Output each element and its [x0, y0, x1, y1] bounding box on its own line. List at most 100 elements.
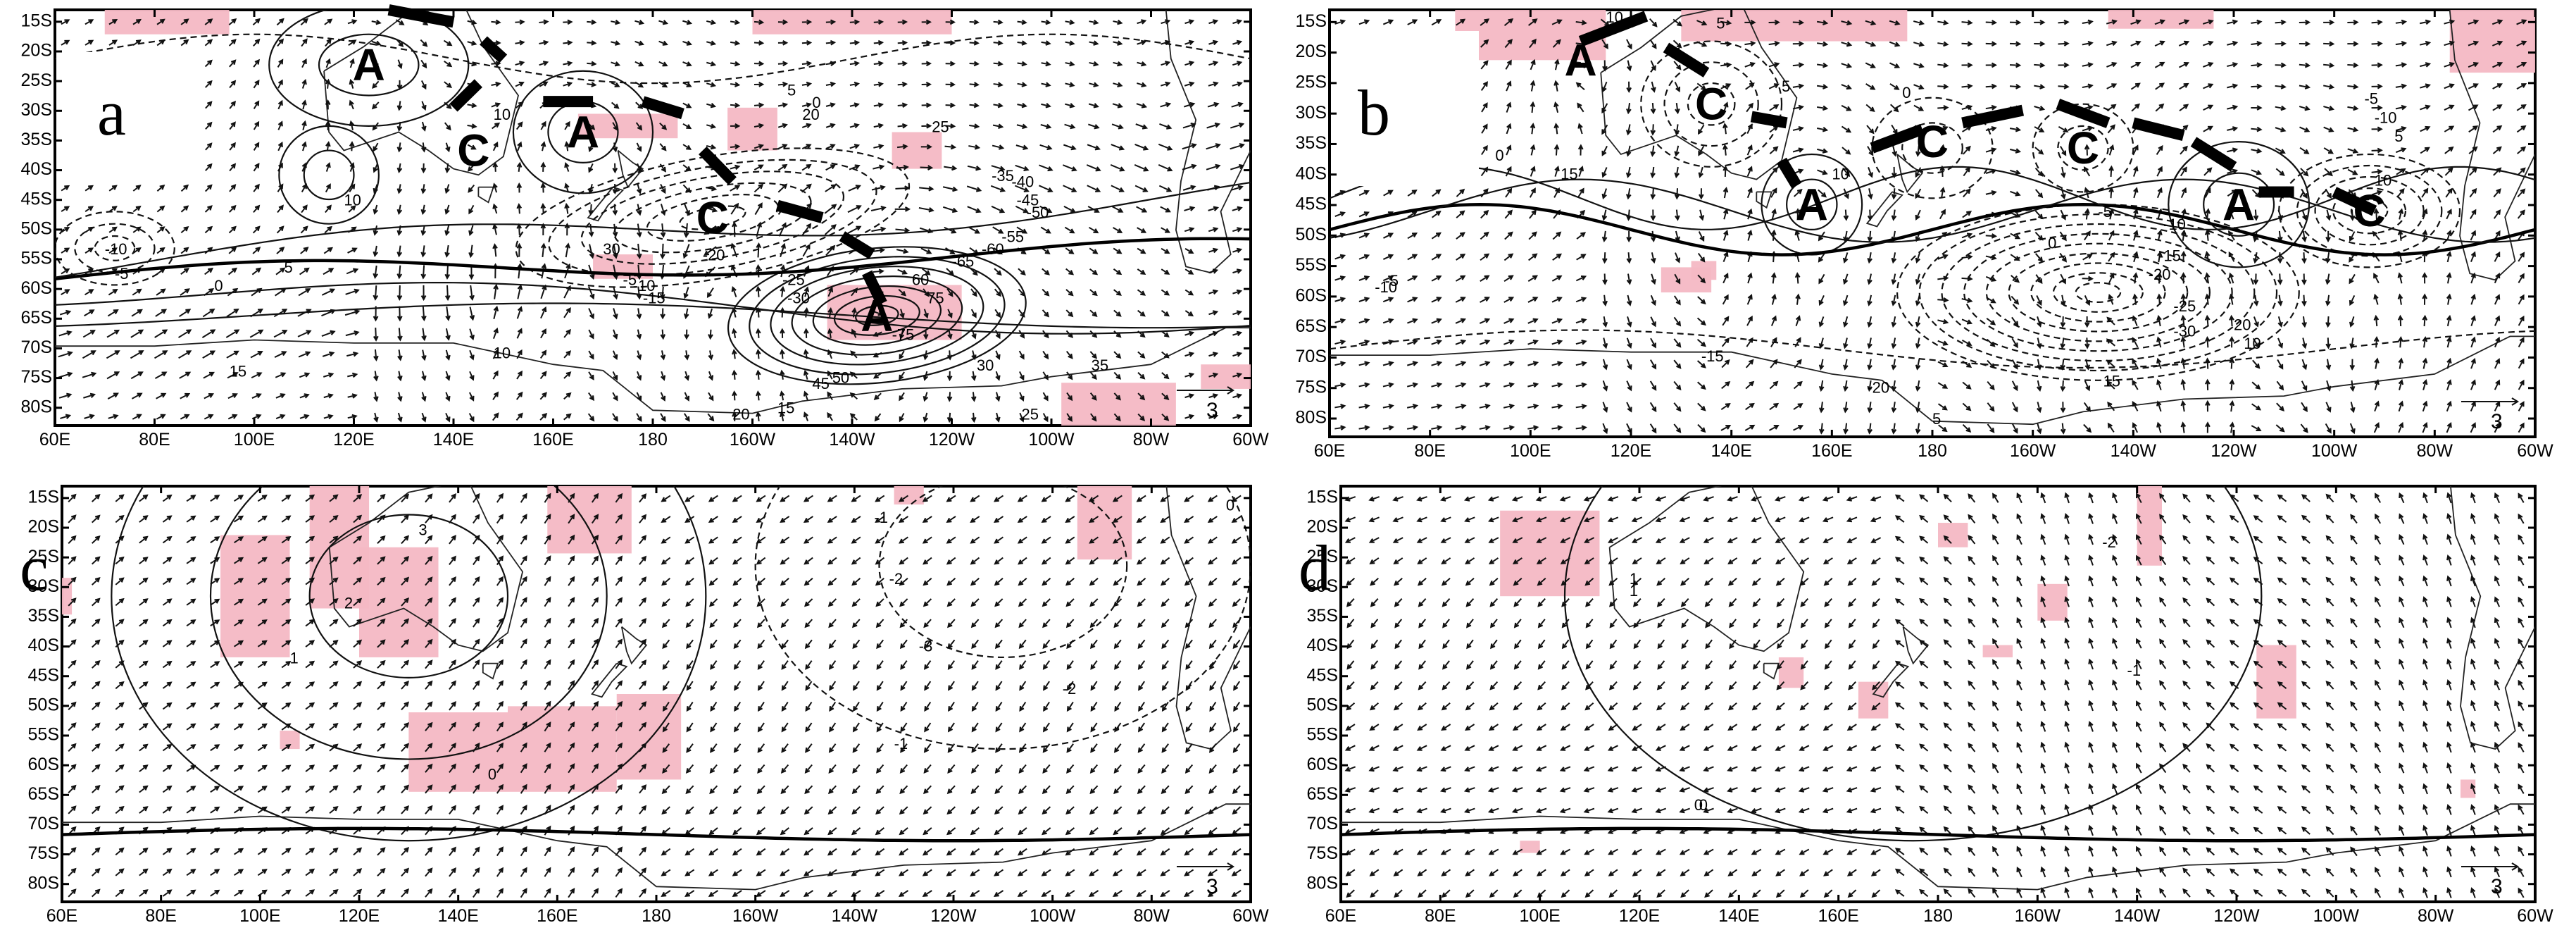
wind-vector: [2202, 20, 2213, 25]
wind-vector-head: [2014, 277, 2020, 283]
wind-vector: [1722, 273, 1728, 284]
wind-vector-head: [542, 61, 549, 66]
wind-vector-head: [70, 722, 77, 728]
latitude-label: 15S: [21, 11, 52, 30]
contour-label: -25: [2173, 297, 2196, 315]
wind-vector-head: [356, 805, 363, 812]
wind-vector: [154, 371, 167, 379]
wind-vector-head: [2015, 20, 2022, 25]
wind-vector-head: [214, 848, 220, 853]
wind-vector-head: [2520, 146, 2527, 152]
wind-vector-head: [206, 101, 213, 107]
wind-vector: [1868, 423, 1872, 433]
wind-vector: [115, 786, 124, 793]
wind-vector-head: [1943, 62, 1949, 68]
wind-vector-head: [1725, 424, 1732, 430]
wind-vector: [92, 889, 100, 898]
wind-vector-head: [2302, 407, 2308, 413]
wind-vector-head: [591, 82, 597, 87]
contour-label: 5: [787, 81, 796, 99]
wind-vector-head: [1189, 101, 1196, 108]
wind-vector: [377, 785, 385, 793]
wind-vector: [2518, 402, 2525, 411]
wind-vector-head: [758, 123, 765, 129]
wind-vector-head: [373, 146, 378, 152]
wind-vector: [2395, 127, 2406, 132]
wind-vector: [401, 868, 409, 877]
wind-vector-head: [142, 577, 149, 583]
wind-vector: [162, 619, 172, 627]
wind-vector: [2010, 190, 2020, 196]
wind-vector-head: [1650, 215, 1656, 221]
track-segment: [387, 4, 455, 28]
wind-vector: [1206, 123, 1220, 129]
wind-vector-head: [1484, 361, 1491, 366]
wind-vector-head: [285, 889, 292, 895]
wind-vector-head: [1093, 61, 1099, 67]
wind-vector-head: [166, 640, 173, 645]
wind-vector: [323, 268, 333, 275]
wind-vector: [637, 308, 641, 318]
contour-label: 0: [812, 94, 820, 111]
wind-vector: [2130, 20, 2141, 25]
wind-vector-head: [373, 295, 379, 301]
wind-vector-head: [2470, 357, 2476, 364]
wind-vector-head: [1701, 42, 1708, 47]
wind-vector: [707, 287, 714, 297]
wind-vector-head: [2353, 127, 2359, 132]
wind-vector-head: [1021, 82, 1027, 87]
wind-vector: [321, 288, 334, 296]
wind-vector: [1603, 273, 1606, 284]
wind-vector: [1528, 254, 1537, 261]
wind-vector-head: [974, 123, 980, 129]
wind-vector: [1184, 206, 1194, 211]
wind-vector: [1455, 426, 1465, 430]
wind-vector-head: [1388, 275, 1394, 281]
wind-vector: [1480, 82, 1488, 92]
wind-vector: [2082, 85, 2092, 89]
wind-vector-head: [1094, 124, 1100, 130]
longitude-label: 80E: [139, 430, 170, 450]
wind-vector-head: [1891, 215, 1897, 221]
wind-vector: [154, 350, 167, 359]
wind-vector-head: [1625, 172, 1632, 179]
wind-vector: [1358, 426, 1369, 430]
longitude-label: 120W: [2211, 441, 2257, 461]
wind-vector: [398, 265, 401, 278]
wind-vector-head: [166, 743, 173, 750]
wind-vector-head: [591, 61, 597, 67]
contour-label: -20: [1867, 379, 1889, 397]
wind-vector-head: [2037, 299, 2042, 306]
wind-vector: [329, 869, 338, 876]
wind-vector: [2251, 85, 2261, 88]
wind-vector: [1941, 145, 1944, 156]
wind-vector-head: [94, 764, 101, 770]
wind-vector-head: [806, 19, 813, 25]
wind-vector: [68, 723, 76, 731]
wind-vector-head: [1627, 407, 1632, 413]
wind-vector-head: [734, 144, 741, 150]
wind-vector: [1961, 298, 1972, 302]
wind-vector-head: [2256, 19, 2263, 25]
wind-vector: [895, 187, 909, 190]
wind-vector-head: [1966, 233, 1973, 238]
wind-vector-head: [254, 120, 260, 127]
wind-vector: [329, 536, 338, 544]
wind-vector-head: [325, 58, 331, 64]
wind-vector: [1817, 169, 1827, 175]
wind-vector-head: [494, 122, 501, 128]
wind-vector-head: [995, 396, 1001, 402]
wind-vector-head: [1867, 428, 1873, 435]
wind-vector: [2203, 84, 2213, 89]
latitude-label: 50S: [1296, 225, 1327, 244]
wind-vector-head: [1771, 315, 1777, 321]
wind-vector-head: [142, 494, 149, 500]
wind-vector: [2420, 63, 2430, 68]
wind-vector-head: [1918, 84, 1925, 90]
wind-vector-head: [1870, 42, 1877, 47]
wind-vector-head: [637, 210, 642, 216]
wind-vector: [2420, 126, 2430, 132]
wind-vector-head: [1652, 21, 1658, 27]
wind-vector: [2084, 380, 2090, 390]
wind-vector-head: [94, 681, 101, 687]
